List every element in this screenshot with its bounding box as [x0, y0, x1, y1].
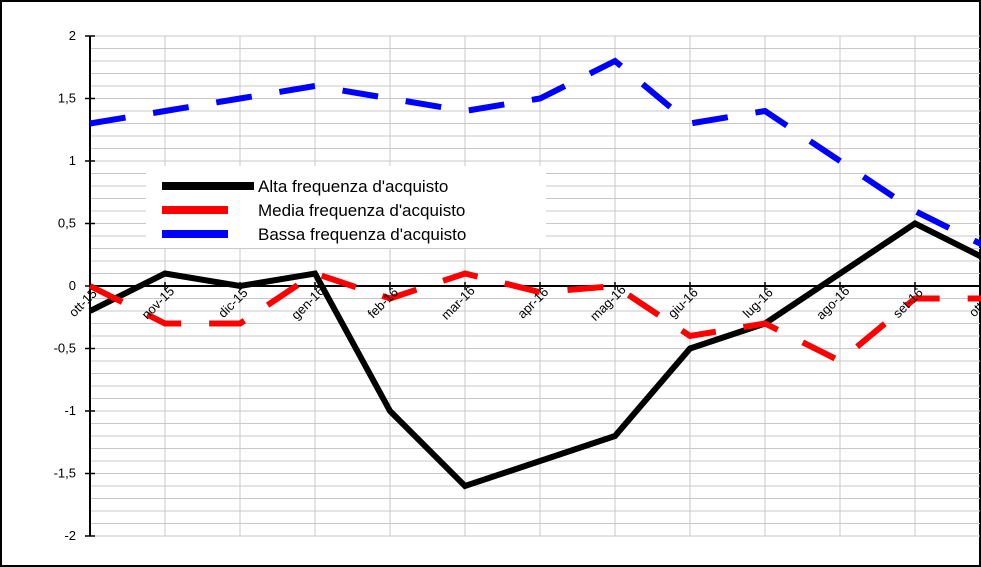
- legend-label-2: Media frequenza d'acquisto: [258, 201, 465, 220]
- y-tick-label: -2: [64, 528, 76, 543]
- series-line-3: [89, 57, 981, 248]
- y-tick-label: -0,5: [54, 341, 76, 356]
- y-tick-label: 0: [69, 278, 76, 293]
- legend: Alta frequenza d'acquisto Media frequenza…: [146, 166, 546, 248]
- y-tick-label: 2: [69, 28, 76, 43]
- y-tick-label: 1: [69, 153, 76, 168]
- series-lines: [88, 57, 981, 490]
- legend-label-1: Alta frequenza d'acquisto: [258, 177, 448, 196]
- legend-label-3: Bassa frequenza d'acquisto: [258, 225, 466, 244]
- y-tick-label: 0,5: [58, 216, 76, 231]
- series-line-2: [88, 270, 981, 365]
- series-line-1: [88, 220, 981, 490]
- y-tick-label: -1: [64, 403, 76, 418]
- y-tick-label: -1,5: [54, 466, 76, 481]
- y-tick-label: 1,5: [58, 91, 76, 106]
